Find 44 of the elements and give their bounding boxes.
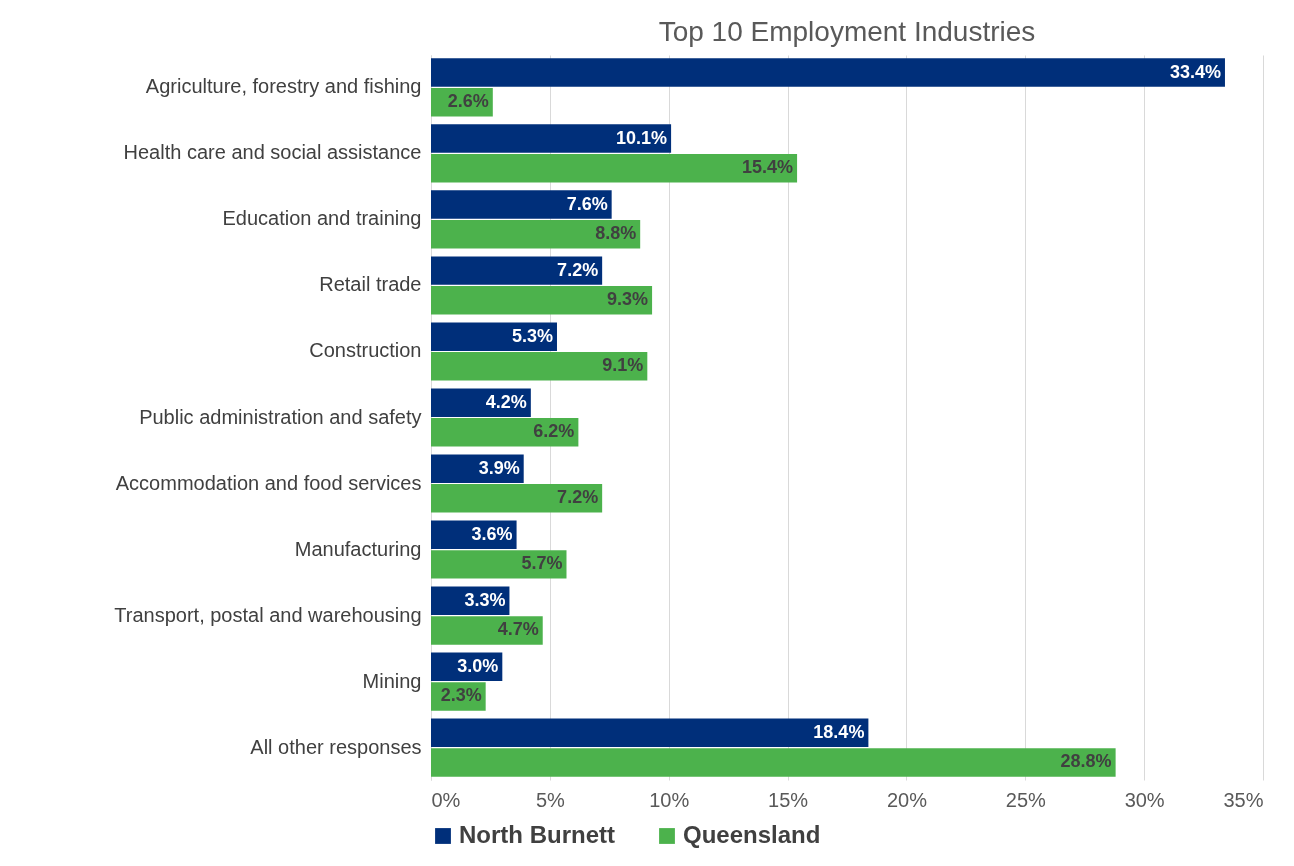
data-label: 4.7% — [497, 619, 539, 640]
data-label: 15.4% — [742, 157, 794, 178]
data-label: 10.1% — [616, 127, 668, 148]
data-label: 33.4% — [1169, 61, 1221, 82]
data-label: 7.2% — [557, 259, 599, 280]
y-tick-label: All other responses — [250, 735, 422, 758]
y-tick-label: Manufacturing — [294, 537, 422, 560]
x-tick-label: 0% — [431, 788, 461, 811]
data-label: 5.3% — [511, 325, 553, 346]
data-label: 18.4% — [813, 721, 865, 742]
data-label: 2.3% — [440, 685, 482, 706]
y-tick-label: Transport, postal and warehousing — [114, 603, 422, 626]
y-tick-label: Mining — [362, 669, 422, 692]
y-tick-label: Public administration and safety — [139, 405, 422, 428]
y-tick-label: Education and training — [222, 207, 422, 230]
x-tick-label: 35% — [1223, 788, 1264, 811]
data-label: 8.8% — [595, 223, 637, 244]
data-label: 3.0% — [457, 655, 499, 676]
data-label: 2.6% — [447, 91, 489, 112]
data-label: 3.6% — [471, 523, 513, 544]
y-tick-label: Retail trade — [319, 273, 422, 296]
data-label: 3.3% — [464, 589, 506, 610]
data-label: 6.2% — [533, 421, 575, 442]
legend-label: North Burnett — [459, 821, 615, 848]
data-label: 7.6% — [566, 193, 608, 214]
data-label: 4.2% — [485, 391, 527, 412]
y-tick-label: Agriculture, forestry and fishing — [145, 75, 422, 98]
data-label: 9.3% — [607, 289, 649, 310]
data-label: 28.8% — [1060, 751, 1112, 772]
data-label: 9.1% — [602, 355, 644, 376]
y-tick-label: Construction — [309, 339, 422, 362]
data-label: 7.2% — [557, 487, 599, 508]
x-tick-label: 10% — [649, 788, 690, 811]
y-tick-label: Accommodation and food services — [115, 471, 422, 494]
x-tick-label: 20% — [886, 788, 928, 811]
x-tick-label: 5% — [535, 788, 566, 811]
x-tick-label: 30% — [1124, 788, 1165, 811]
x-tick-label: 15% — [768, 788, 809, 811]
x-tick-label: 25% — [1005, 788, 1047, 811]
data-label: 3.9% — [478, 457, 520, 478]
y-tick-label: Health care and social assistance — [123, 141, 422, 164]
chart-title: Top 10 Employment Industries — [658, 16, 1036, 47]
legend-label: Queensland — [683, 821, 821, 848]
data-label: 5.7% — [521, 553, 563, 574]
